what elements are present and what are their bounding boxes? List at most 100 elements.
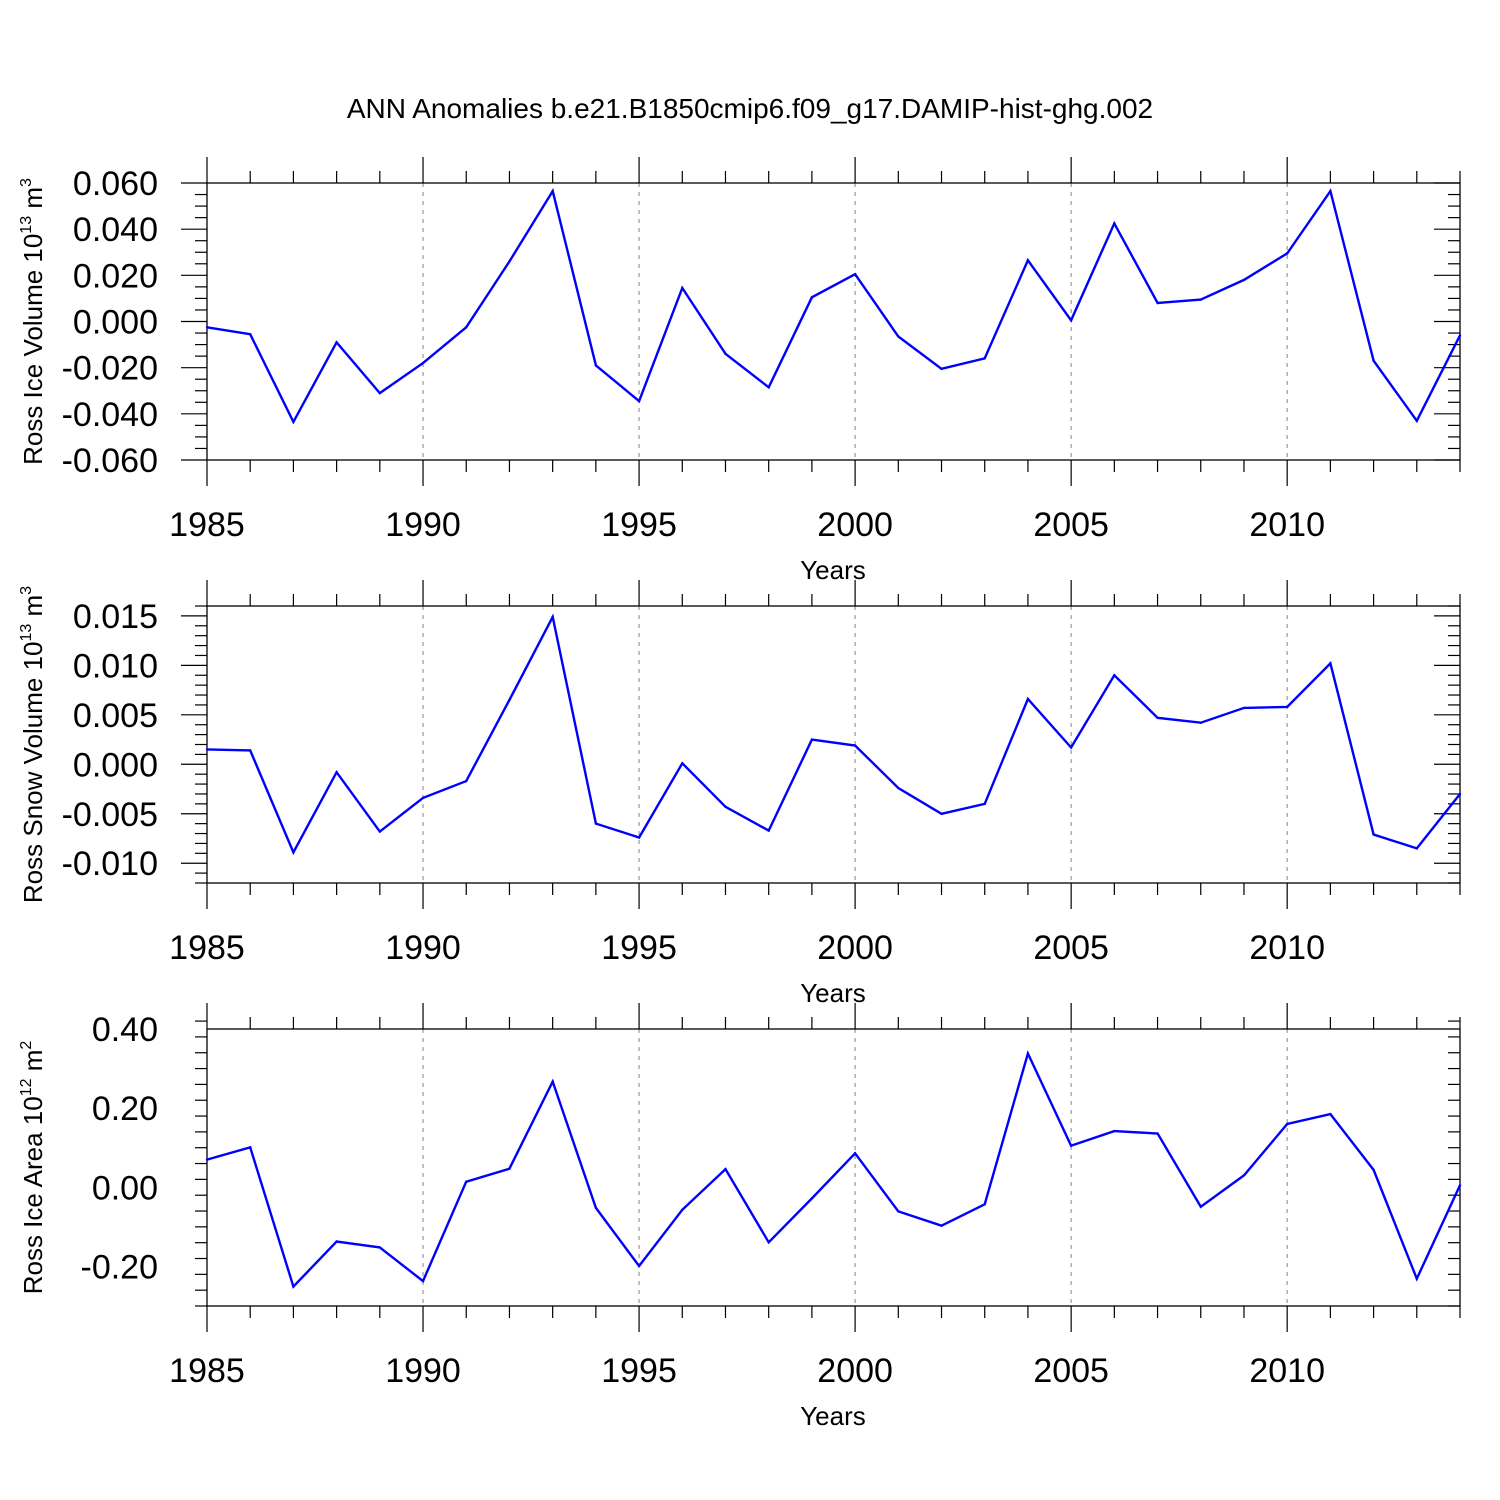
data-point	[292, 1285, 295, 1288]
data-point	[1242, 1174, 1246, 1177]
data-point	[551, 189, 554, 193]
y-tick-label: 0.20	[92, 1090, 158, 1128]
data-point	[1458, 1184, 1462, 1187]
data-point	[724, 1167, 727, 1171]
data-point	[767, 386, 770, 389]
data-point	[1069, 319, 1073, 322]
x-tick-label: 2010	[1249, 929, 1325, 967]
panels: 1985 1990 1995 2000 2005 2010 Years 0.060 0.040 0…	[18, 157, 1462, 1431]
data-point	[810, 296, 814, 299]
data-point	[1372, 359, 1375, 362]
y-tick-label: 0.060	[73, 165, 158, 203]
data-point	[1372, 833, 1375, 836]
data-point	[421, 1279, 425, 1283]
data-point	[1329, 662, 1332, 665]
data-point	[681, 762, 684, 765]
x-tick-label: 1990	[385, 506, 461, 544]
data-point	[205, 748, 209, 751]
y-axis-label: Ross Snow Volume 1013 m3	[18, 586, 48, 903]
y-tick-label: 0.020	[73, 257, 158, 295]
data-point	[378, 391, 382, 395]
series-line	[206, 188, 1462, 425]
data-point	[1113, 222, 1116, 225]
data-point	[1285, 705, 1289, 709]
data-point	[1329, 189, 1332, 193]
data-point	[1242, 706, 1246, 710]
x-tick-label: 2000	[817, 1352, 893, 1390]
panel-1: 1985 1990 1995 2000 2005 2010 Years 0.060 0.040 0…	[18, 157, 1462, 585]
x-tick-label: 2000	[817, 929, 893, 967]
data-point	[1113, 674, 1116, 677]
x-tick-label: 2010	[1249, 506, 1325, 544]
data-point	[1199, 1205, 1202, 1208]
data-point	[378, 830, 382, 833]
data-point	[810, 738, 814, 741]
data-point	[508, 698, 511, 702]
data-point	[1285, 252, 1289, 255]
data-point	[378, 1246, 382, 1249]
y-tick-label: 0.005	[73, 697, 158, 735]
data-point	[465, 1180, 468, 1183]
plot-frame	[206, 182, 1461, 461]
data-point	[1329, 1112, 1332, 1116]
data-point	[1069, 746, 1073, 749]
data-point	[1113, 1129, 1116, 1133]
x-tick-label: 1985	[169, 506, 245, 544]
data-point	[335, 771, 338, 774]
x-tick-label: 2005	[1033, 929, 1109, 967]
data-point	[508, 260, 511, 263]
data-point	[594, 1206, 598, 1210]
y-tick-label: 0.000	[73, 304, 158, 342]
y-tick-label: -0.020	[62, 350, 158, 388]
data-point	[853, 272, 857, 276]
data-point	[853, 744, 857, 747]
x-tick-label: 1995	[601, 506, 677, 544]
data-point	[897, 335, 900, 338]
data-point	[681, 1208, 684, 1212]
data-point	[637, 836, 641, 839]
data-point	[1242, 278, 1246, 282]
data-point	[897, 786, 900, 790]
y-tick-label: -0.060	[62, 442, 158, 480]
data-point	[940, 367, 943, 371]
y-tick-label: -0.20	[81, 1248, 159, 1286]
x-tick-label: 1990	[385, 1352, 461, 1390]
x-tick-label: 2010	[1249, 1352, 1325, 1390]
data-point	[940, 1224, 943, 1227]
data-point	[897, 1210, 900, 1213]
data-point	[1285, 1122, 1289, 1126]
data-point	[1415, 1277, 1418, 1280]
data-point	[983, 1203, 986, 1206]
y-tick-label: -0.005	[62, 796, 158, 834]
data-point	[465, 779, 468, 783]
data-point	[767, 829, 770, 832]
data-point	[1415, 847, 1418, 850]
figure-title: ANN Anomalies b.e21.B1850cmip6.f09_g17.D…	[347, 93, 1153, 124]
y-tick-label: -0.010	[62, 845, 158, 883]
data-point	[335, 1240, 338, 1243]
x-axis-label: Years	[800, 978, 866, 1008]
data-point	[853, 1152, 857, 1155]
data-point	[1458, 792, 1462, 796]
data-point	[637, 399, 641, 403]
data-point	[421, 796, 425, 800]
data-point	[205, 1158, 209, 1161]
x-tick-label: 2000	[817, 506, 893, 544]
y-tick-label: 0.000	[73, 746, 158, 784]
x-tick-label: 1995	[601, 929, 677, 967]
x-tick-label: 2005	[1033, 1352, 1109, 1390]
data-point	[249, 749, 252, 752]
plot-frame	[206, 605, 1461, 884]
data-point	[335, 341, 338, 344]
data-point	[1026, 1052, 1030, 1055]
data-point	[1156, 716, 1159, 719]
x-tick-label: 1985	[169, 1352, 245, 1390]
data-point	[1156, 1132, 1159, 1135]
data-point	[594, 822, 598, 825]
data-point	[1026, 259, 1030, 262]
data-point	[810, 1197, 814, 1200]
data-point	[1415, 419, 1418, 422]
data-point	[724, 352, 727, 356]
data-point	[249, 1146, 252, 1149]
data-point	[983, 802, 986, 806]
